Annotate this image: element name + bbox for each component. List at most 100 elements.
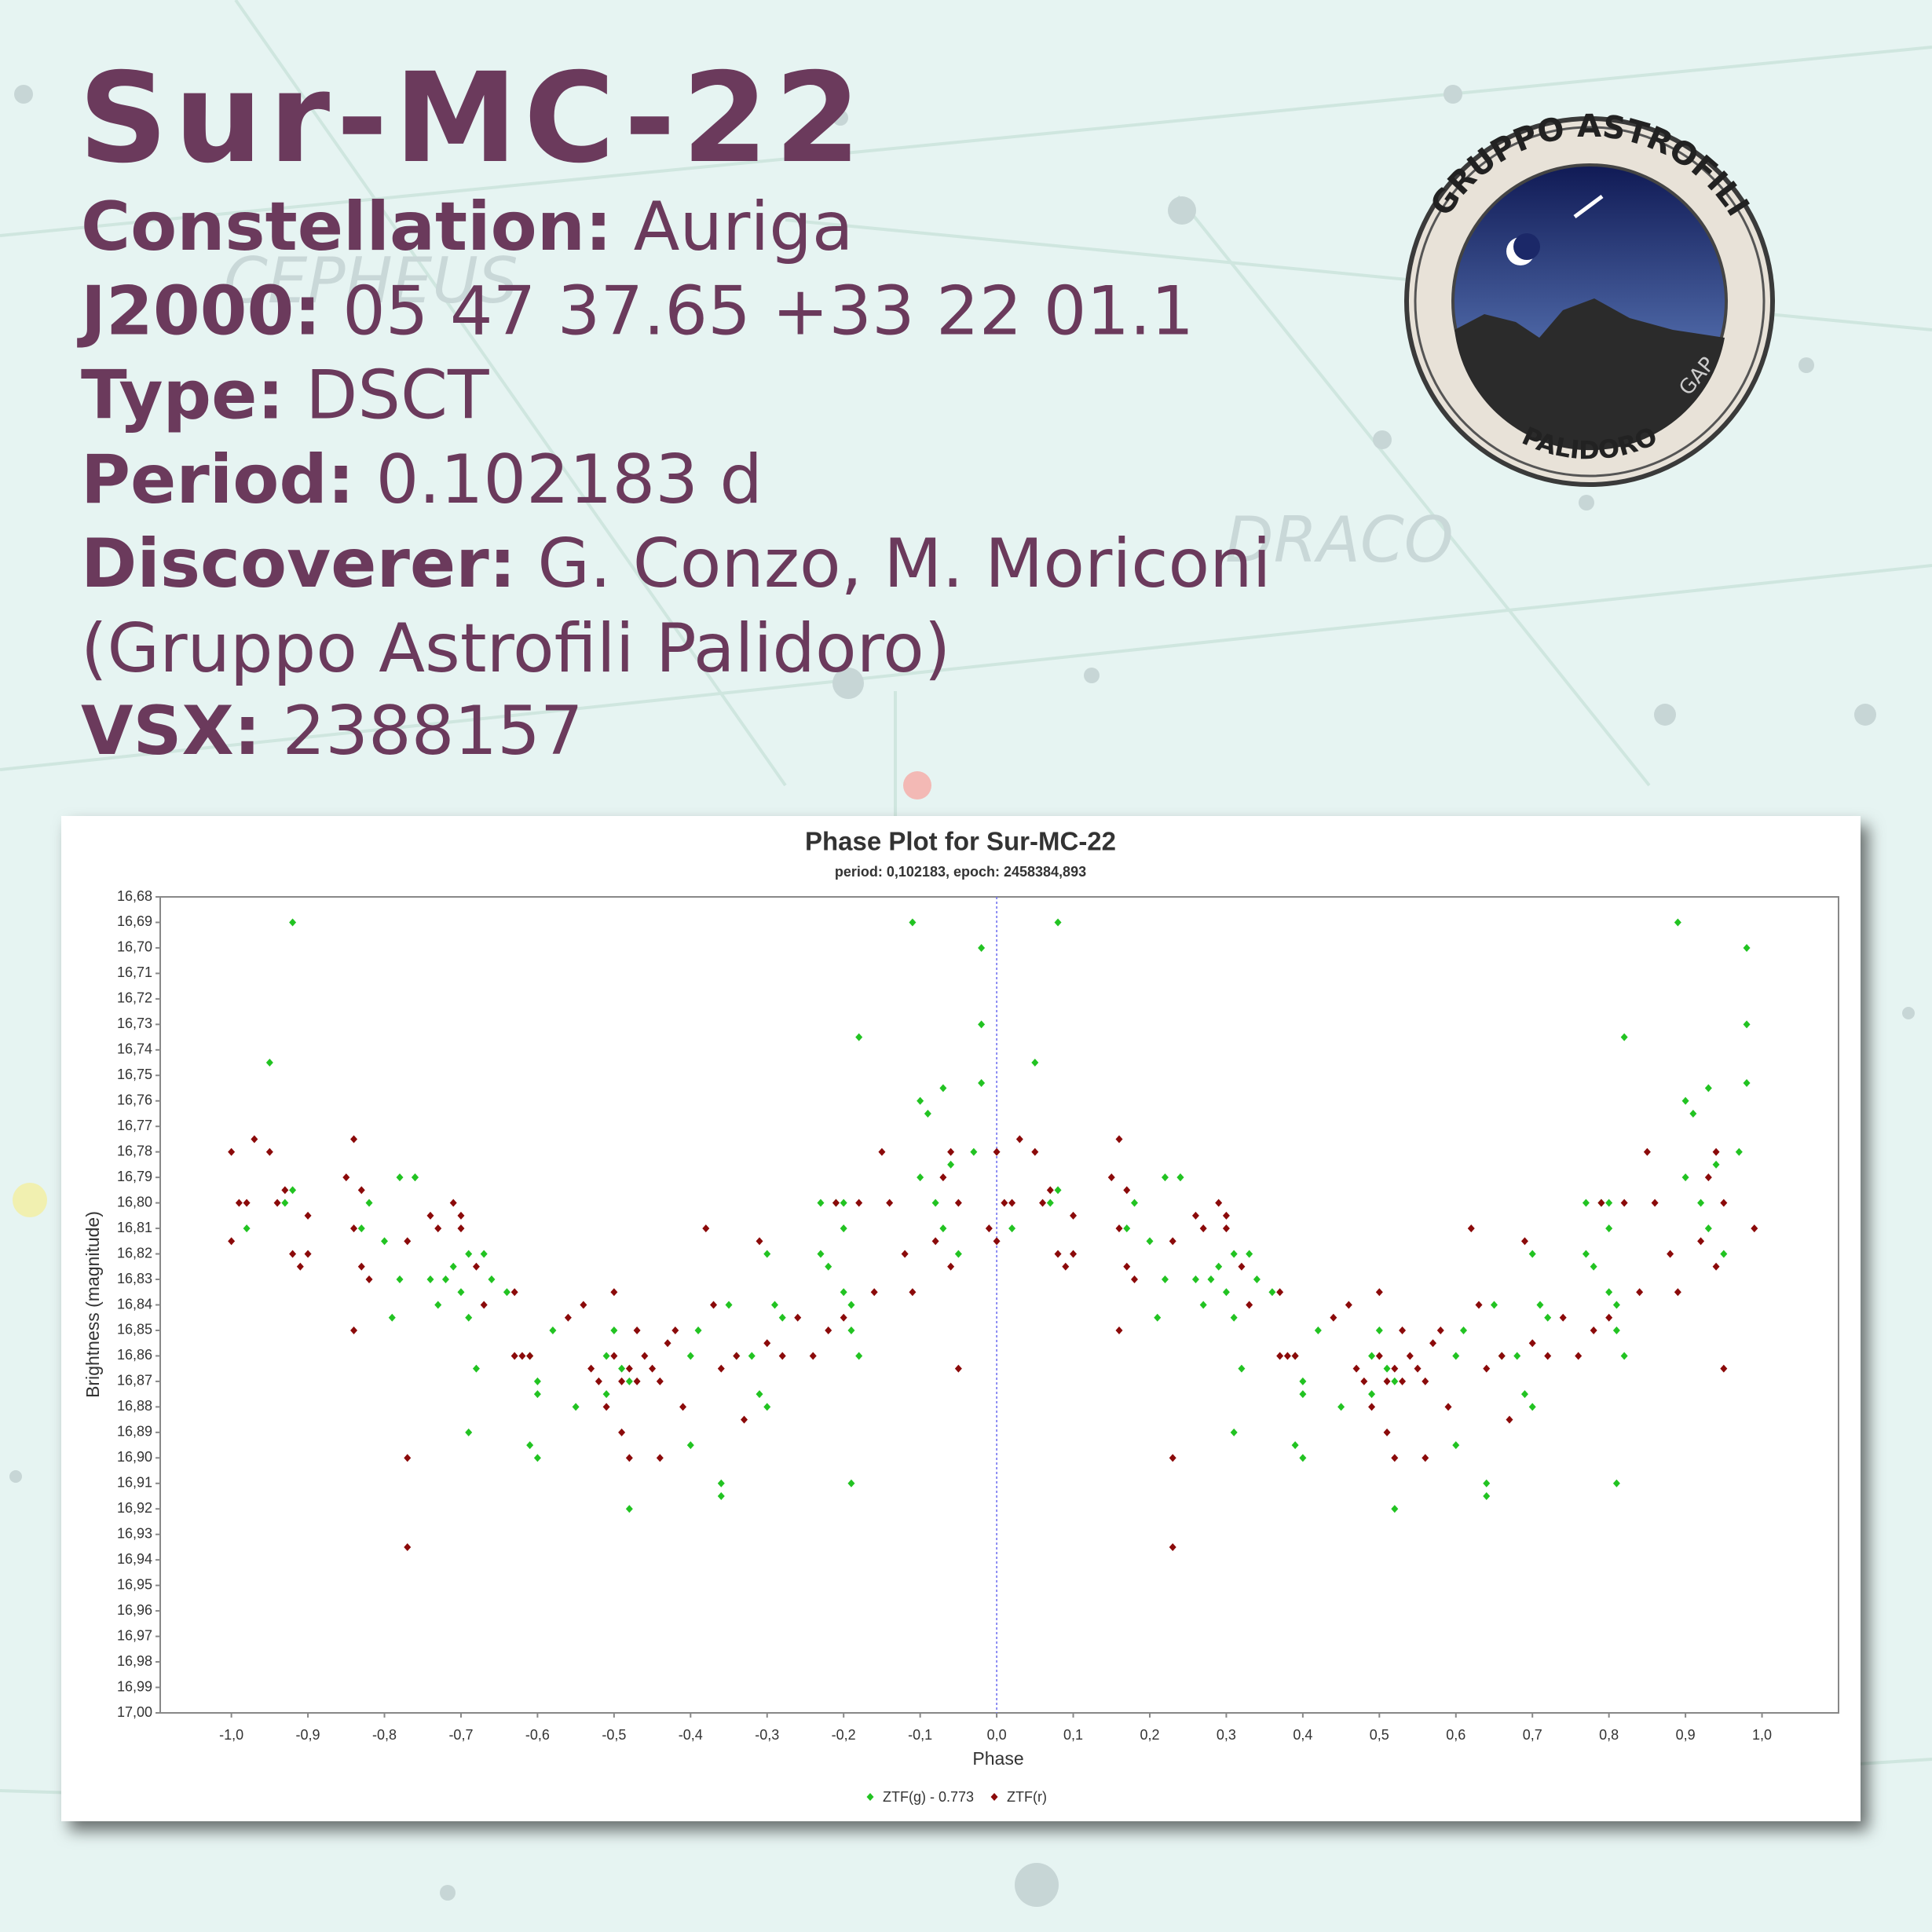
data-point (664, 1339, 671, 1348)
data-point (832, 1198, 840, 1207)
data-point (1039, 1198, 1047, 1207)
data-point (840, 1224, 847, 1233)
data-point (939, 1224, 947, 1233)
info-line: Discoverer: G. Conzo, M. Moriconi (81, 525, 1272, 603)
data-point (296, 1262, 304, 1271)
x-tick-label: -0,4 (679, 1727, 703, 1743)
data-point (228, 1147, 236, 1156)
data-point (1391, 1377, 1399, 1385)
y-tick-label: 16,86 (117, 1347, 152, 1363)
info-line: Period: 0.102183 d (81, 441, 763, 519)
y-tick-label: 16,83 (117, 1271, 152, 1286)
data-point (480, 1301, 488, 1309)
data-point (549, 1326, 557, 1334)
data-point (1467, 1224, 1475, 1233)
data-point (1536, 1301, 1544, 1309)
plot-area (159, 896, 1839, 1714)
data-point (1314, 1326, 1322, 1334)
data-point (533, 1390, 541, 1399)
data-point (1238, 1262, 1246, 1271)
field-value: 0.102183 d (376, 441, 763, 519)
data-point (1130, 1198, 1138, 1207)
data-point (694, 1326, 702, 1334)
data-point (1697, 1198, 1705, 1207)
data-point (954, 1198, 962, 1207)
data-point (794, 1313, 802, 1322)
data-point (1422, 1377, 1429, 1385)
constellation-label: DRACO (1225, 503, 1454, 576)
data-point (1230, 1428, 1238, 1436)
data-point (1123, 1262, 1131, 1271)
y-tick-label: 17,00 (117, 1704, 152, 1720)
data-point (1176, 1173, 1184, 1182)
data-point (457, 1224, 465, 1233)
data-point (756, 1237, 763, 1246)
y-tick-label: 16,92 (117, 1500, 152, 1516)
data-point (1107, 1173, 1115, 1182)
data-point (1238, 1364, 1246, 1373)
field-label: J2000: (77, 272, 321, 350)
y-tick-label: 16,96 (117, 1602, 152, 1618)
data-point (1375, 1288, 1383, 1297)
data-point (1704, 1084, 1712, 1092)
data-point (411, 1173, 419, 1182)
data-point (518, 1352, 526, 1360)
data-point (1528, 1339, 1536, 1348)
data-point (480, 1250, 488, 1258)
yellow-star (13, 1183, 47, 1217)
data-point (1720, 1250, 1728, 1258)
y-tick-label: 16,69 (117, 913, 152, 929)
data-point (1191, 1275, 1199, 1284)
data-point (901, 1250, 909, 1258)
data-point (289, 1186, 297, 1195)
data-point (825, 1326, 832, 1334)
data-point (978, 1020, 986, 1029)
data-point (564, 1313, 572, 1322)
data-point (770, 1301, 778, 1309)
data-point (1352, 1364, 1360, 1373)
y-tick-label: 16,71 (117, 964, 152, 980)
data-point (1169, 1542, 1176, 1551)
data-point (526, 1352, 534, 1360)
x-tick-label: 0,4 (1293, 1727, 1312, 1743)
data-point (1544, 1313, 1552, 1322)
x-tick-label: 0,0 (987, 1727, 1007, 1743)
data-point (580, 1301, 587, 1309)
data-point (993, 1237, 1001, 1246)
data-point (1360, 1377, 1368, 1385)
data-point (1620, 1033, 1628, 1041)
data-point (1115, 1135, 1123, 1143)
data-point (587, 1364, 595, 1373)
data-point (1751, 1224, 1758, 1233)
data-point (1483, 1492, 1491, 1501)
data-point (1498, 1352, 1506, 1360)
data-point (304, 1211, 312, 1220)
data-point (909, 918, 917, 927)
legend-marker (866, 1793, 874, 1801)
data-point (396, 1173, 404, 1182)
field-label: Period: (81, 441, 354, 519)
data-point (817, 1198, 825, 1207)
data-point (1513, 1352, 1521, 1360)
data-point (357, 1262, 365, 1271)
data-point (1689, 1109, 1697, 1118)
data-point (1215, 1262, 1223, 1271)
data-point (1337, 1403, 1345, 1411)
data-point (870, 1288, 878, 1297)
data-point (985, 1224, 993, 1233)
data-point (1130, 1275, 1138, 1284)
data-point (1620, 1198, 1628, 1207)
chart-title: Phase Plot for Sur-MC-22 (805, 827, 1116, 856)
data-point (488, 1275, 496, 1284)
field-label: Type: (81, 357, 284, 435)
x-tick-label: 0,9 (1676, 1727, 1696, 1743)
data-point (1704, 1173, 1712, 1182)
data-point (289, 1250, 297, 1258)
data-point (1375, 1352, 1383, 1360)
data-point (265, 1059, 273, 1067)
data-point (1590, 1262, 1597, 1271)
data-point (1268, 1288, 1276, 1297)
data-point (1123, 1186, 1131, 1195)
data-point (710, 1301, 718, 1309)
logo: GRUPPO ASTROFILI PALIDORO GAP (1404, 108, 1775, 487)
